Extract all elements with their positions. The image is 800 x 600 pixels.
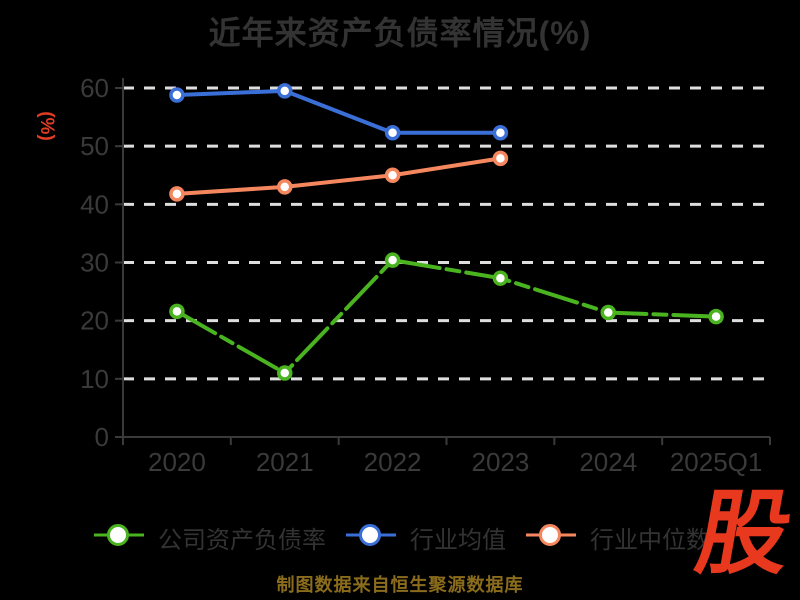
data-point[interactable]	[169, 87, 185, 103]
y-tick-label: 60	[80, 73, 109, 103]
data-point[interactable]	[492, 270, 509, 286]
series-行业均值	[169, 83, 509, 141]
y-tick-label: 30	[80, 248, 109, 278]
legend-label: 公司资产负债率	[158, 526, 326, 554]
data-point[interactable]	[277, 83, 293, 99]
legend-marker-orange-icon	[524, 520, 578, 555]
y-tick-label: 20	[80, 306, 109, 336]
y-tick-label: 10	[80, 364, 109, 394]
legend-marker-blue-icon	[344, 520, 398, 555]
data-point[interactable]	[169, 186, 185, 202]
data-point[interactable]	[708, 308, 724, 325]
y-tick-label: 50	[80, 131, 109, 161]
legend: 公司资产负债率 行业均值 行业中位数	[92, 520, 732, 554]
data-point[interactable]	[384, 167, 401, 183]
x-tick-label: 2020	[148, 447, 206, 477]
series-line	[174, 258, 719, 376]
legend-item-industry-mean[interactable]: 行业均值	[344, 520, 506, 555]
data-point[interactable]	[277, 365, 293, 381]
x-tick-label: 2022	[364, 447, 422, 477]
x-tick-label: 2021	[256, 447, 314, 477]
y-tick-label: 0	[95, 422, 109, 452]
legend-item-company-ratio[interactable]: 公司资产负债率	[92, 520, 326, 555]
logo-gu-watermark: 股	[689, 483, 800, 585]
x-tick-label: 2024	[579, 447, 637, 477]
x-tick-label: 2023	[471, 447, 529, 477]
data-point[interactable]	[384, 252, 401, 268]
legend-marker-green-icon	[92, 520, 146, 555]
data-point[interactable]	[277, 179, 293, 195]
chart-title: 近年来资产负债率情况(%)	[208, 15, 592, 51]
y-tick-label: 40	[80, 189, 109, 219]
legend-item-industry-median[interactable]: 行业中位数	[524, 520, 710, 555]
data-point[interactable]	[384, 125, 401, 141]
data-point[interactable]	[492, 150, 509, 167]
source-note: 制图数据来自恒生聚源数据库	[276, 575, 524, 595]
data-point[interactable]	[169, 303, 185, 320]
data-point[interactable]	[600, 304, 616, 321]
legend-label: 行业均值	[410, 526, 506, 554]
data-point[interactable]	[492, 125, 509, 141]
series-公司资产负债率	[169, 252, 724, 381]
series-行业中位数	[169, 150, 509, 202]
series-line	[174, 156, 503, 196]
x-tick-label: 2025Q1	[670, 447, 763, 477]
legend-label: 行业中位数	[590, 526, 710, 554]
series-line	[174, 88, 503, 135]
